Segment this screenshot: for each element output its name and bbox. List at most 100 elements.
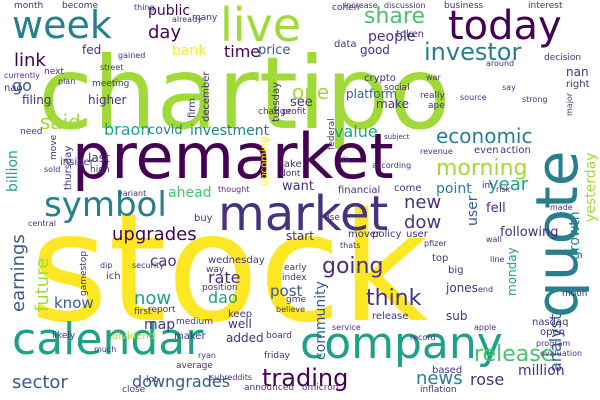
word-moon: moon [562, 289, 588, 299]
word-wall: wall [486, 235, 502, 244]
word-board: board [266, 331, 292, 341]
word-subreddits: subreddits [210, 373, 253, 382]
word-earnings: earnings [8, 234, 29, 312]
word-crypto: crypto [364, 73, 396, 84]
word-financial: financial [338, 185, 381, 196]
word-action: action [500, 145, 531, 156]
word-release: release [474, 342, 555, 367]
word-announced: announced [244, 383, 295, 393]
word-according: according [372, 161, 412, 170]
word-really: really [420, 91, 445, 101]
word-based: based [432, 365, 463, 376]
word-time: time [224, 42, 261, 61]
word-many: many [192, 13, 218, 23]
word-price: price [258, 43, 291, 58]
word-platform: platform [346, 87, 397, 101]
word-bank: bank [172, 43, 207, 59]
word-medium: medium [176, 317, 213, 327]
word-people: people [368, 29, 416, 45]
word-evaluation: evaluation [540, 349, 583, 358]
word-chartipo: chartipo [38, 35, 451, 152]
word-war: war [426, 73, 441, 82]
word-service: service [332, 323, 361, 332]
word-share: share [364, 4, 425, 29]
word-increase: increase [344, 1, 378, 10]
word-nan: nan [566, 65, 589, 79]
word-future: future [32, 257, 53, 312]
word-dow: dow [404, 212, 442, 233]
word-policy: policy [372, 229, 402, 240]
word-well: well [228, 317, 252, 331]
word-social: social [384, 83, 410, 93]
word-sector: sector [12, 372, 68, 393]
word-da: da [340, 155, 350, 164]
word-subject: subject [384, 133, 410, 141]
word-month: month [14, 1, 44, 11]
word-average: average [176, 361, 213, 371]
word-upgrades: upgrades [112, 224, 197, 245]
word-sold: sold [44, 165, 61, 174]
word-use: use [324, 213, 340, 223]
word-stock: stock [30, 182, 429, 356]
word-think: think [366, 286, 422, 311]
word-trading: trading [262, 364, 349, 392]
word-friday: friday [264, 351, 290, 361]
word-insider: insider [60, 157, 94, 168]
word-record: record [410, 333, 436, 342]
word-much: much [94, 345, 117, 354]
word-way: way [206, 265, 225, 275]
word-believe: believe [276, 305, 306, 314]
word-filing: filing [22, 93, 52, 107]
word-strong: strong [522, 95, 548, 104]
word-braon: braon [104, 120, 151, 139]
word-lot: lot [146, 375, 158, 385]
word-apple: apple [474, 323, 497, 332]
word-thats: thats [340, 241, 361, 250]
word-buy: buy [194, 213, 213, 224]
word-map: map [144, 317, 176, 333]
word-going: going [322, 254, 384, 279]
word-early: early [284, 263, 307, 273]
word-ich: ich [106, 271, 121, 282]
word-good: good [360, 43, 390, 57]
word-community: community [313, 281, 329, 360]
word-cao: cao [150, 252, 177, 270]
word-ryan: ryan [198, 351, 216, 360]
word-sub: sub [446, 309, 468, 323]
word-dip: dip [100, 261, 113, 270]
word-market: market [218, 186, 389, 242]
word-keep: keep [228, 309, 253, 320]
word-want: want [282, 179, 314, 194]
word-economic: economic [436, 124, 533, 148]
word-risk: risk [496, 185, 511, 194]
word-currently: currently [4, 71, 40, 80]
word-nao: nao [4, 83, 23, 94]
word-premarket: premarket [72, 120, 394, 193]
word-following: following [500, 225, 559, 240]
word-make: make [376, 97, 409, 111]
word-post: post [270, 282, 303, 300]
word-fed: fed [82, 43, 102, 57]
word-year: year [488, 174, 529, 195]
word-cohen: cohen [332, 3, 360, 13]
word-value: value [334, 122, 378, 141]
word-thought: thought [218, 185, 250, 194]
word-said: said [40, 110, 81, 134]
word-added: added [226, 331, 264, 345]
word-start: start [286, 229, 314, 243]
word-week: week [12, 3, 112, 47]
word-central: central [28, 219, 56, 228]
word-top: top [432, 253, 449, 264]
word-thing: thing [134, 3, 155, 12]
word-monday: monday [505, 247, 519, 296]
word-decision: decision [544, 53, 582, 63]
word-firm: firm [187, 98, 198, 118]
word-pfizer: pfizer [424, 239, 447, 248]
word-street: street [100, 63, 124, 72]
word-variant: variant [118, 189, 147, 198]
word-yesterday: yesterday [583, 152, 599, 222]
word-right: right [566, 79, 590, 90]
word-dao: dao [208, 288, 238, 307]
word-open: open [540, 327, 565, 338]
word-token: token [396, 29, 424, 40]
